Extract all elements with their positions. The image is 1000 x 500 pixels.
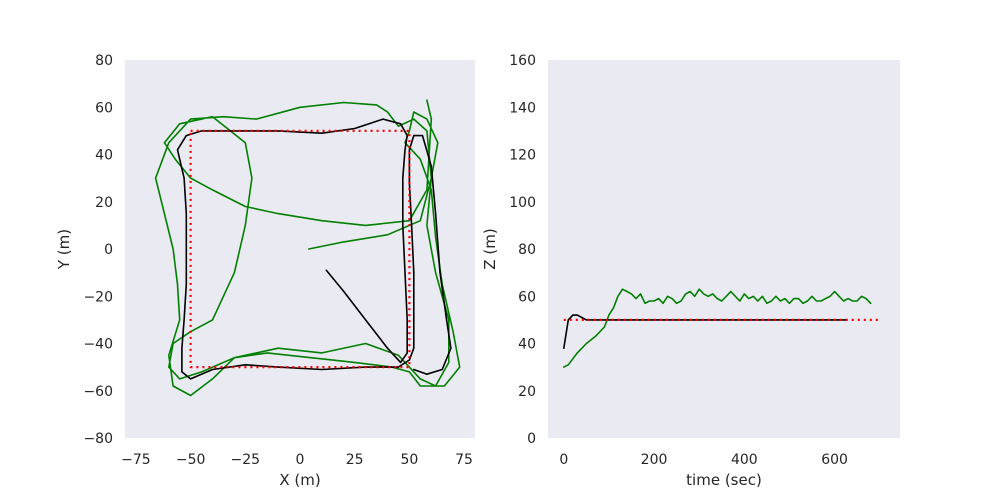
y-tick-label: −60 [83, 384, 113, 400]
y-tick-label: 20 [95, 195, 113, 211]
reference-line [189, 129, 411, 369]
y-tick-label: 60 [95, 100, 113, 116]
x-tick-label: 600 [821, 452, 848, 468]
y-tick-label: −80 [83, 431, 113, 447]
series-group-1 [563, 288, 880, 368]
y-tick-label: −20 [83, 289, 113, 305]
y-tick-label: 160 [509, 53, 536, 69]
series-group-0 [154, 99, 461, 397]
green-trajectory-line [563, 288, 872, 368]
y-tick-label: 140 [509, 100, 536, 116]
x-tick-label: 75 [455, 452, 473, 468]
green-trajectory-line [154, 99, 461, 397]
black-trajectory-line [176, 118, 452, 380]
x-tick-label: 25 [346, 452, 364, 468]
y-tick-label: 0 [527, 431, 536, 447]
y-tick-label: 0 [104, 242, 113, 258]
y-axis-label: Z (m) [481, 228, 499, 269]
plot-area-1 [548, 60, 900, 438]
y-tick-label: 120 [509, 148, 536, 164]
xy-trajectory-plot: −75 −50 −25 0 25 50 75 −80 −60 −40 −20 0 20 40 60 80 X (… [55, 53, 475, 489]
y-tick-label: 100 [509, 195, 536, 211]
y-tick-label: −40 [83, 337, 113, 353]
x-tick-label: 200 [641, 452, 668, 468]
x-axis-label: time (sec) [686, 471, 762, 489]
x-tick-label: −50 [176, 452, 206, 468]
y-tick-label: 80 [95, 53, 113, 69]
y-tick-label: 60 [518, 289, 536, 305]
y-tick-label: 40 [95, 148, 113, 164]
y-axis-label: Y (m) [55, 229, 73, 270]
y-tick-label: 40 [518, 337, 536, 353]
y-tick-label: 80 [518, 242, 536, 258]
x-tick-label: 0 [559, 452, 568, 468]
x-tick-label: −25 [231, 452, 261, 468]
altitude-time-plot: 0 200 400 600 0 20 40 60 80 100 120 140 160 time (sec… [481, 53, 900, 489]
x-axis-label: X (m) [279, 471, 320, 489]
x-tick-label: 50 [400, 452, 418, 468]
y-tick-label: 20 [518, 384, 536, 400]
x-tick-label: 0 [296, 452, 305, 468]
x-tick-label: 400 [731, 452, 758, 468]
black-trajectory-line [563, 314, 847, 349]
x-tick-label: −75 [121, 452, 151, 468]
